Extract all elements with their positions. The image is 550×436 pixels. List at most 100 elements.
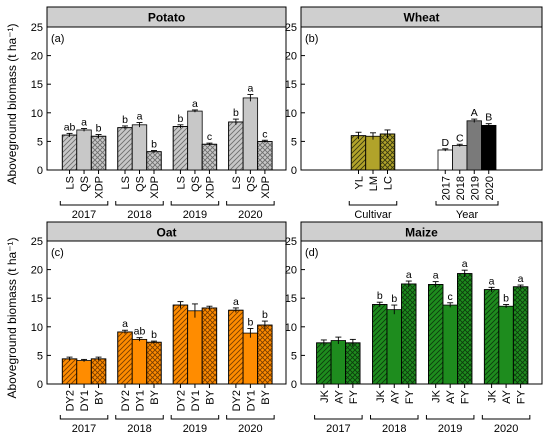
y-tick-label: 5 <box>37 136 43 148</box>
plot-frame <box>46 240 287 385</box>
significance-letter: b <box>377 290 383 302</box>
bar <box>76 129 92 171</box>
bar-group: D 2017 C 2018 A 2019 B 2020 Year <box>435 107 499 221</box>
group-label: Year <box>456 209 479 221</box>
group-label: 2018 <box>127 209 151 221</box>
panel-title: Wheat <box>404 11 440 25</box>
bar-hatch <box>172 126 189 171</box>
panel-label: (b) <box>305 33 318 45</box>
x-tick-label: LS <box>175 176 187 189</box>
bar-hatch <box>201 143 218 171</box>
bar-hatch <box>172 304 189 385</box>
group-bracket <box>59 415 109 420</box>
bar-group: DY2 DY1 BY 2019 <box>170 301 220 435</box>
panel-label: (d) <box>305 247 318 259</box>
y-tick-label: 5 <box>291 350 297 362</box>
group-bracket <box>314 415 363 420</box>
bar-group: DY2 DY1 BY 2017 <box>59 356 109 435</box>
bar <box>466 120 482 171</box>
x-tick-label: BY <box>149 389 161 404</box>
bar-hatch <box>401 283 417 385</box>
significance-letter: A <box>471 107 478 119</box>
x-tick-label: JK <box>487 389 499 403</box>
group-label: 2020 <box>238 423 262 435</box>
panel-title: Maize <box>405 226 438 240</box>
x-tick-label: XDP <box>94 176 106 199</box>
bar-group: a DY2 b DY1 b BY 2020 <box>226 296 275 435</box>
x-tick-label: FY <box>348 389 360 404</box>
significance-letter: a <box>462 258 468 270</box>
y-tick-label: 0 <box>291 165 297 177</box>
bar <box>452 145 468 171</box>
bar-hatch <box>316 342 332 385</box>
significance-letter: C <box>456 132 464 144</box>
x-tick-label: BY <box>204 389 216 404</box>
x-tick-label: DY1 <box>79 390 91 411</box>
bar-group: b LS a QS b XDP 2018 <box>115 111 164 221</box>
x-tick-label: DY2 <box>65 390 77 411</box>
bar-hatch <box>372 304 388 385</box>
x-tick-label: LS <box>120 176 132 189</box>
x-tick-label: XDP <box>149 176 161 199</box>
y-tick-label: 20 <box>285 265 297 277</box>
bar-hatch <box>257 140 273 171</box>
bar-hatch <box>117 127 133 171</box>
bar-hatch <box>457 273 473 385</box>
significance-letter: c <box>448 291 453 303</box>
x-tick-label: JK <box>319 389 331 403</box>
x-tick-label: XDP <box>260 176 272 199</box>
y-tick-label: 0 <box>37 165 43 177</box>
group-bracket <box>348 201 398 206</box>
x-tick-label: QS <box>190 176 202 192</box>
significance-letter: a <box>518 273 524 285</box>
group-bracket <box>226 201 275 206</box>
x-tick-label: JK <box>375 389 387 403</box>
significance-letter: a <box>489 275 495 287</box>
bar <box>131 124 148 171</box>
significance-letter: b <box>503 292 509 304</box>
significance-letter: D <box>441 137 449 149</box>
y-tick-label: 25 <box>285 22 297 34</box>
bar-hatch <box>146 341 162 385</box>
bar-group: b LS a QS c XDP 2020 <box>226 82 275 221</box>
significance-letter: a <box>192 98 198 110</box>
bar <box>131 338 148 385</box>
y-tick-label: 20 <box>31 265 43 277</box>
bar <box>242 97 259 171</box>
x-tick-label: DY2 <box>120 390 132 411</box>
x-tick-label: YL <box>354 176 366 189</box>
x-tick-label: LC <box>383 176 395 190</box>
group-label: 2019 <box>438 423 462 435</box>
bar <box>187 110 203 171</box>
y-tick-label: 0 <box>37 379 43 391</box>
group-bracket <box>370 415 419 420</box>
bar-group: JK AY FY 2017 <box>314 336 363 435</box>
x-tick-label: BY <box>94 389 106 404</box>
significance-letter: a <box>433 270 439 282</box>
group-bracket <box>115 415 164 420</box>
significance-letter: a <box>233 296 239 308</box>
x-tick-label: AY <box>501 389 513 404</box>
bar-hatch <box>428 284 444 385</box>
x-tick-label: BY <box>260 389 272 404</box>
x-tick-label: FY <box>460 389 472 404</box>
group-label: 2019 <box>183 423 207 435</box>
x-tick-label: XDP <box>204 176 216 199</box>
x-tick-label: FY <box>516 389 528 404</box>
x-tick-label: QS <box>134 176 146 192</box>
bar <box>481 124 497 171</box>
x-tick-label: DY2 <box>175 390 187 411</box>
y-tick-label: 10 <box>31 108 43 120</box>
group-bracket <box>425 415 475 420</box>
bar-group: a DY2 ab DY1 b BY 2018 <box>115 318 164 435</box>
y-tick-label: 5 <box>291 136 297 148</box>
significance-letter: a <box>122 318 128 330</box>
bar <box>386 309 402 385</box>
bar-hatch <box>483 289 500 385</box>
group-label: Cultivar <box>354 209 392 221</box>
significance-letter: b <box>391 293 397 305</box>
x-tick-label: 2018 <box>455 176 467 200</box>
significance-letter: b <box>247 317 253 329</box>
